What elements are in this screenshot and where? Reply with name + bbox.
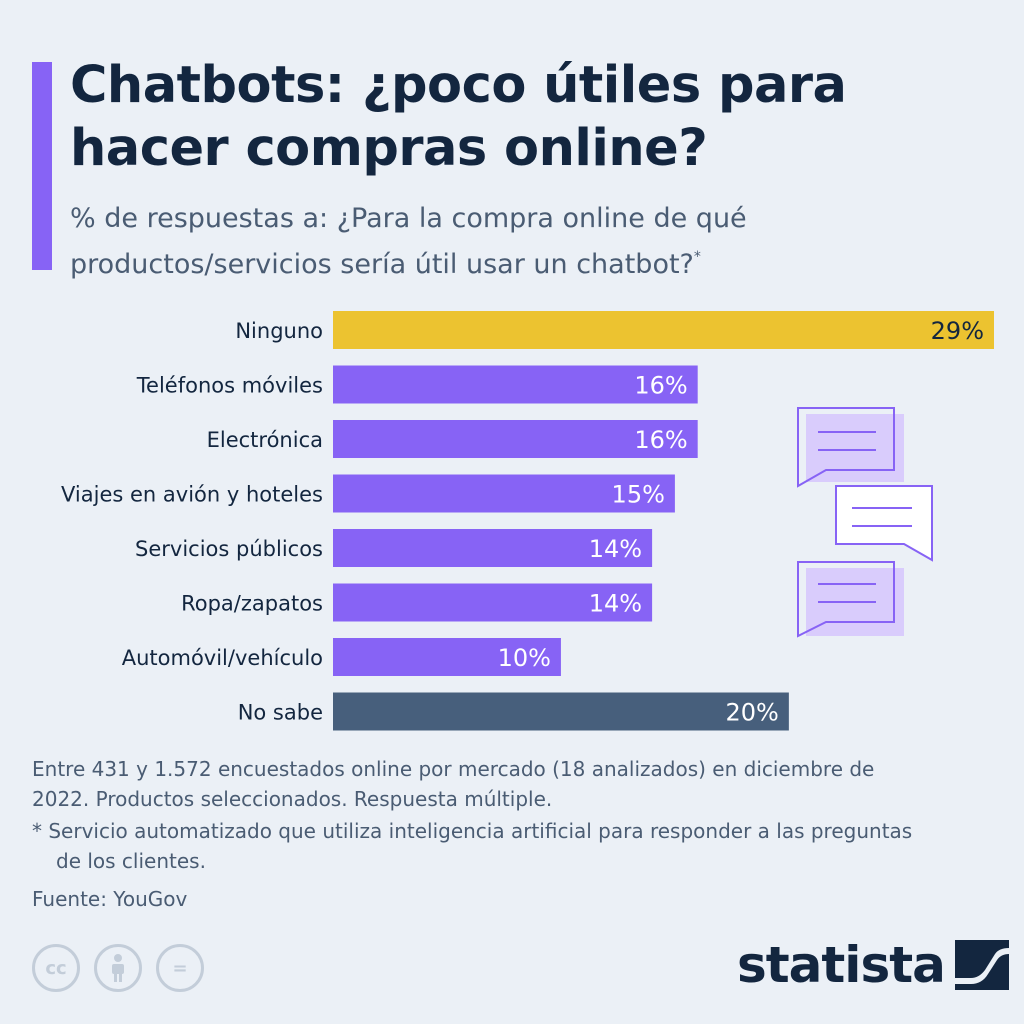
footnote-definition: * Servicio automatizado que utiliza inte…: [32, 819, 913, 873]
category-label: Electrónica: [207, 428, 323, 452]
statista-logo-icon: [954, 940, 1009, 990]
bar: [333, 365, 698, 404]
bar: [333, 583, 653, 622]
footnote-methodology: Entre 431 y 1.572 encuestados online por…: [32, 757, 875, 811]
subtitle-footnote-mark: *: [693, 249, 701, 265]
accent-bar: [32, 62, 52, 270]
bar: [333, 311, 994, 349]
value-label: 14%: [589, 590, 642, 618]
bars-group: Ninguno 29% Teléfonos móviles 16% Electrónic…: [61, 311, 994, 731]
bar-chart: Ninguno 29% Teléfonos móviles 16% Electrónic…: [61, 311, 994, 731]
value-label: 20%: [726, 699, 779, 727]
bar: [333, 420, 698, 458]
category-label: Automóvil/vehículo: [122, 646, 323, 670]
chat-bubble-icon: [797, 561, 904, 638]
category-label: No sabe: [238, 701, 323, 725]
bar: [333, 474, 675, 513]
category-label: Servicios públicos: [135, 537, 323, 561]
bar: [333, 638, 561, 676]
category-label: Teléfonos móviles: [136, 374, 323, 398]
value-label: 10%: [498, 644, 551, 672]
page-subtitle: % de respuestas a: ¿Para la compra onlin…: [70, 200, 970, 284]
no-derivatives-icon[interactable]: =: [156, 944, 204, 992]
attribution-icon[interactable]: [94, 944, 142, 992]
category-label: Ropa/zapatos: [181, 592, 323, 616]
value-label: 15%: [612, 481, 665, 509]
page-title: Chatbots: ¿poco útiles para hacer compra…: [70, 56, 847, 178]
value-label: 16%: [634, 372, 687, 400]
category-label: Ninguno: [235, 319, 323, 343]
source-text: Fuente: YouGov: [32, 887, 188, 911]
bar: [333, 692, 789, 731]
subtitle-text: % de respuestas a: ¿Para la compra onlin…: [70, 203, 747, 280]
chat-bubble-icons: [797, 407, 933, 638]
chat-bubble-icon: [835, 485, 933, 562]
statista-logo[interactable]: statista: [737, 936, 1009, 994]
creative-commons-icon[interactable]: cc: [32, 944, 80, 992]
bar: [333, 529, 653, 567]
value-label: 14%: [589, 535, 642, 563]
license-icons: cc =: [32, 944, 204, 992]
value-label: 29%: [931, 317, 984, 345]
brand-name: statista: [737, 936, 946, 994]
footnote: Entre 431 y 1.572 encuestados online por…: [32, 754, 932, 914]
category-label: Viajes en avión y hoteles: [61, 483, 323, 507]
chat-bubble-icon: [797, 407, 904, 488]
value-label: 16%: [634, 426, 687, 454]
